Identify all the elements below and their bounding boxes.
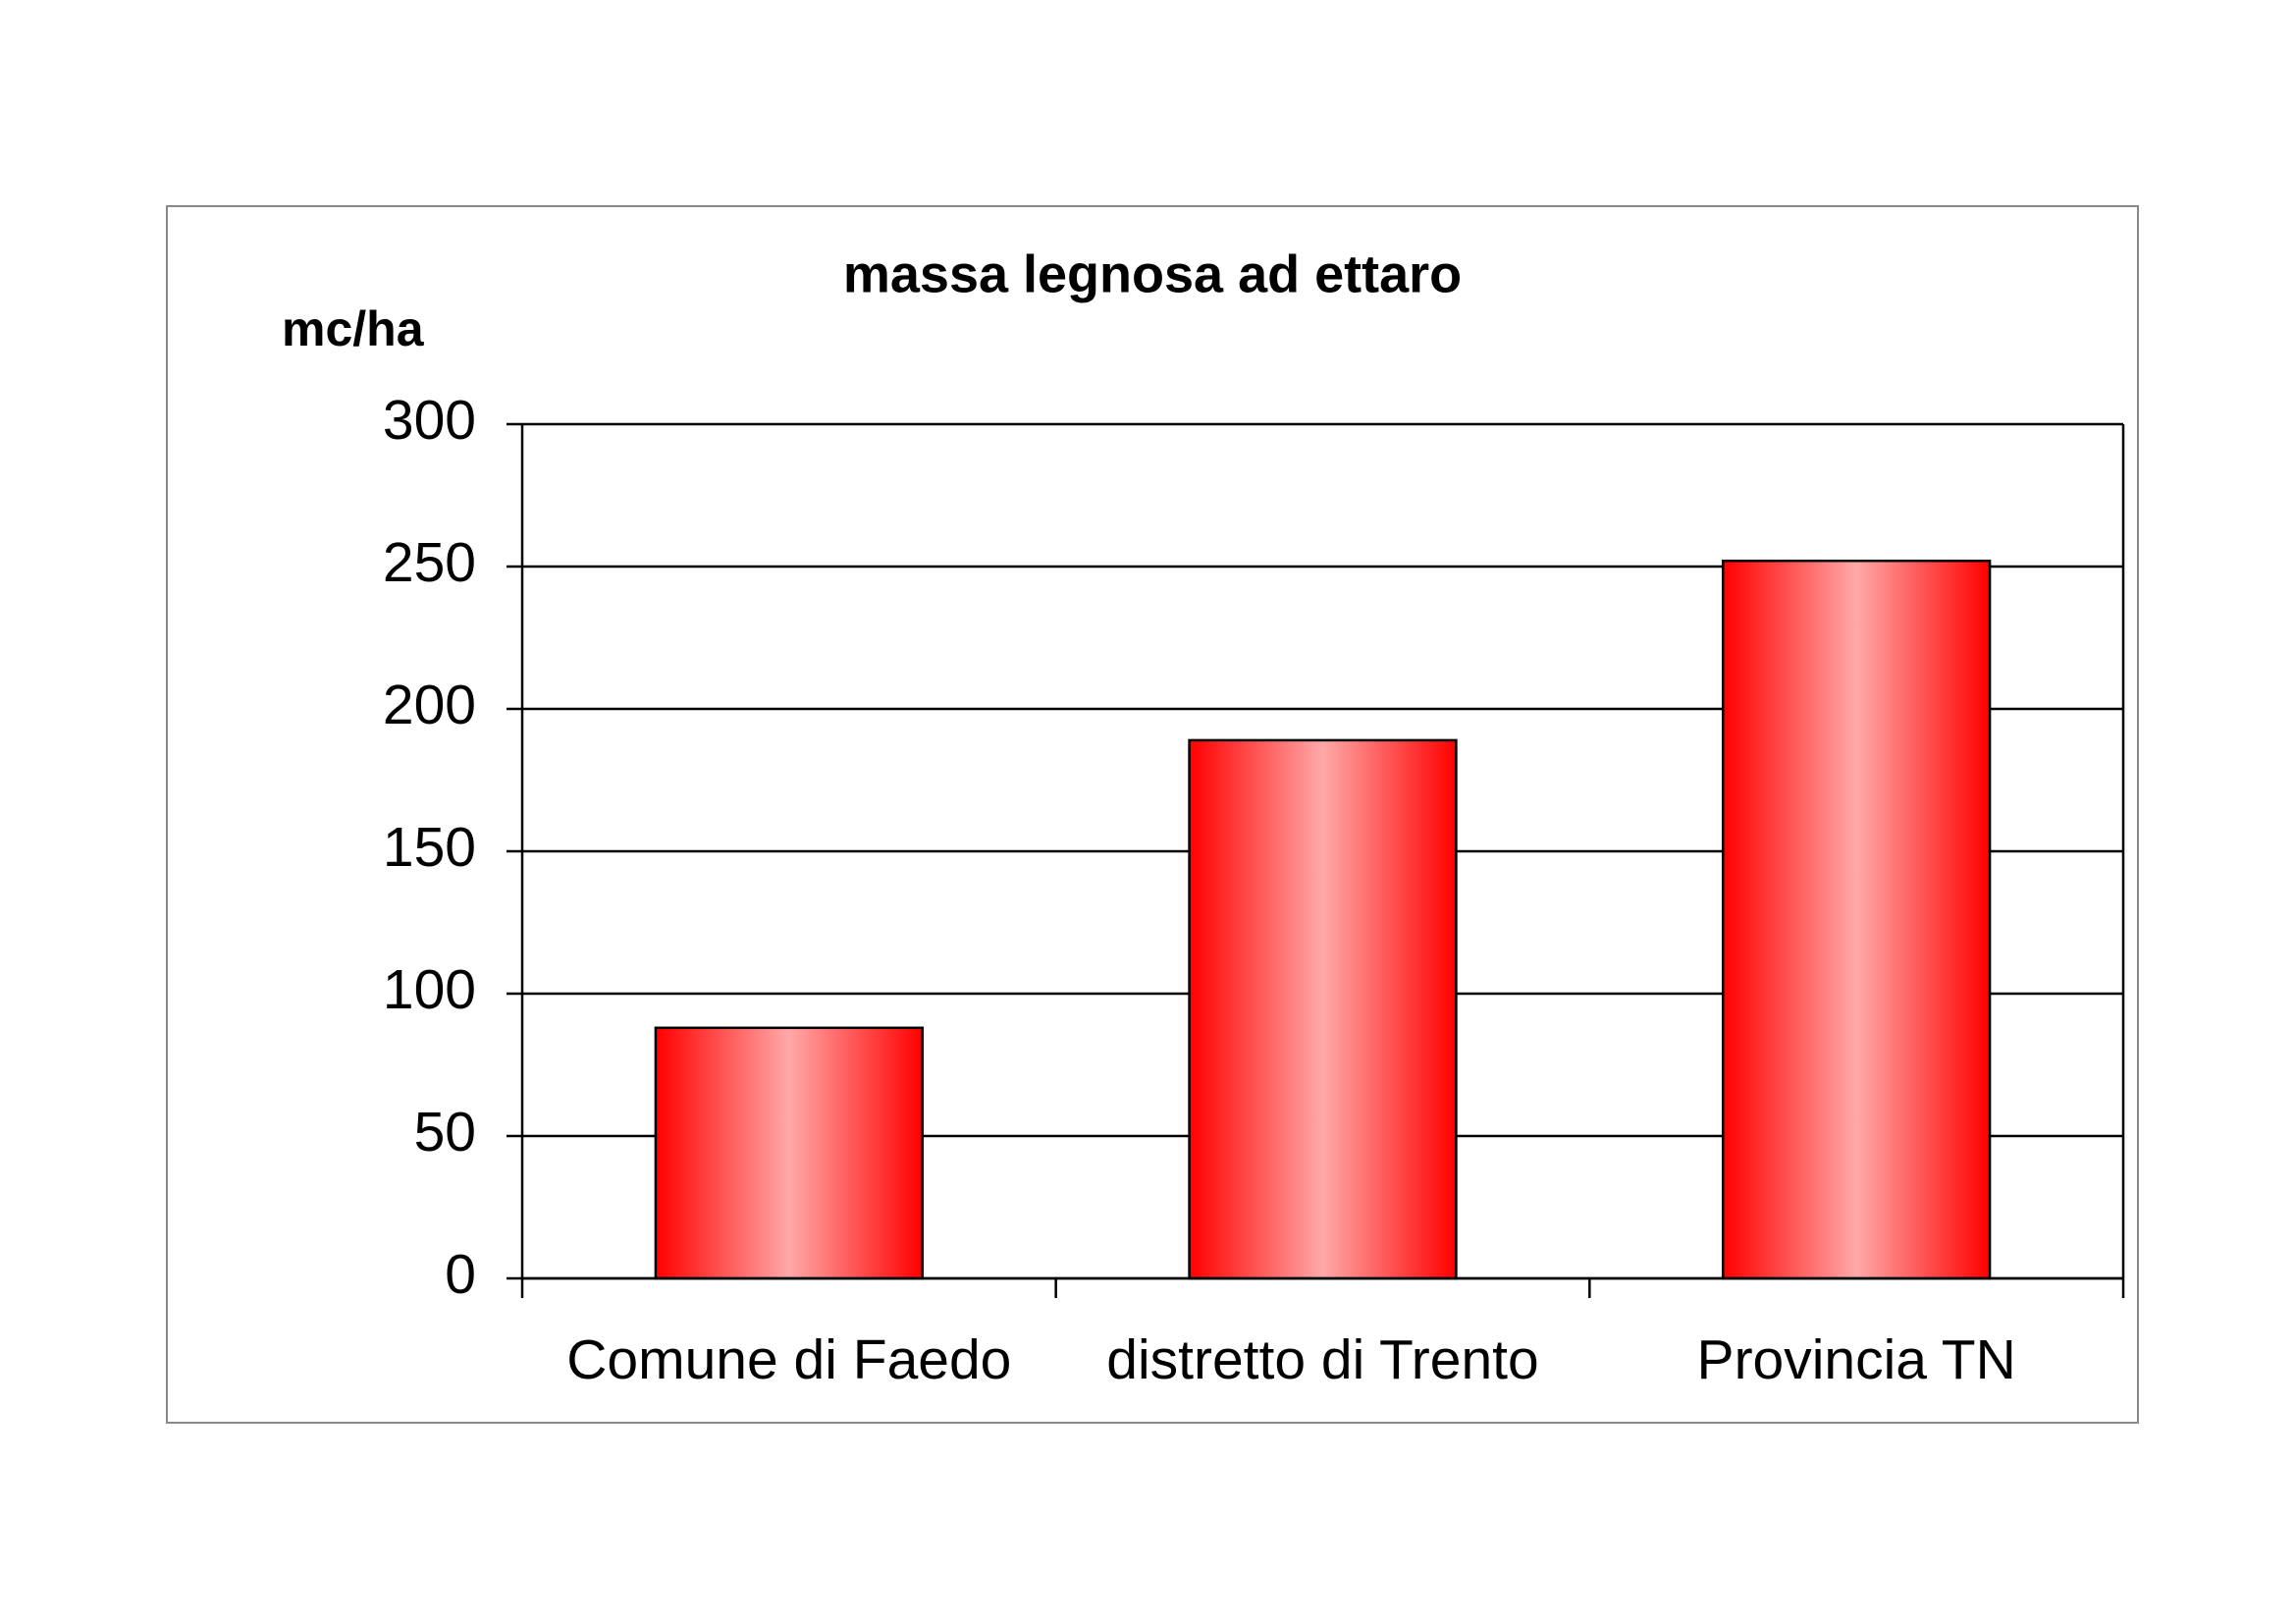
bar <box>1188 738 1458 1280</box>
bar <box>1722 559 1992 1280</box>
chart-title: massa legnosa ad ettaro <box>843 244 1462 303</box>
y-tick-label: 150 <box>383 816 476 879</box>
x-tick-label: Comune di Faedo <box>566 1328 1011 1391</box>
y-tick-label: 0 <box>445 1243 476 1306</box>
y-axis-label: mc/ha <box>282 301 425 356</box>
x-tick-label: Provincia TN <box>1697 1328 2016 1391</box>
y-tick-label: 250 <box>383 531 476 594</box>
bar <box>654 1026 925 1280</box>
y-tick-label: 300 <box>383 389 476 452</box>
x-tick-label: distretto di Trento <box>1106 1328 1538 1391</box>
y-tick-label: 50 <box>414 1101 476 1164</box>
y-tick-label: 200 <box>383 674 476 736</box>
y-tick-label: 100 <box>383 958 476 1021</box>
